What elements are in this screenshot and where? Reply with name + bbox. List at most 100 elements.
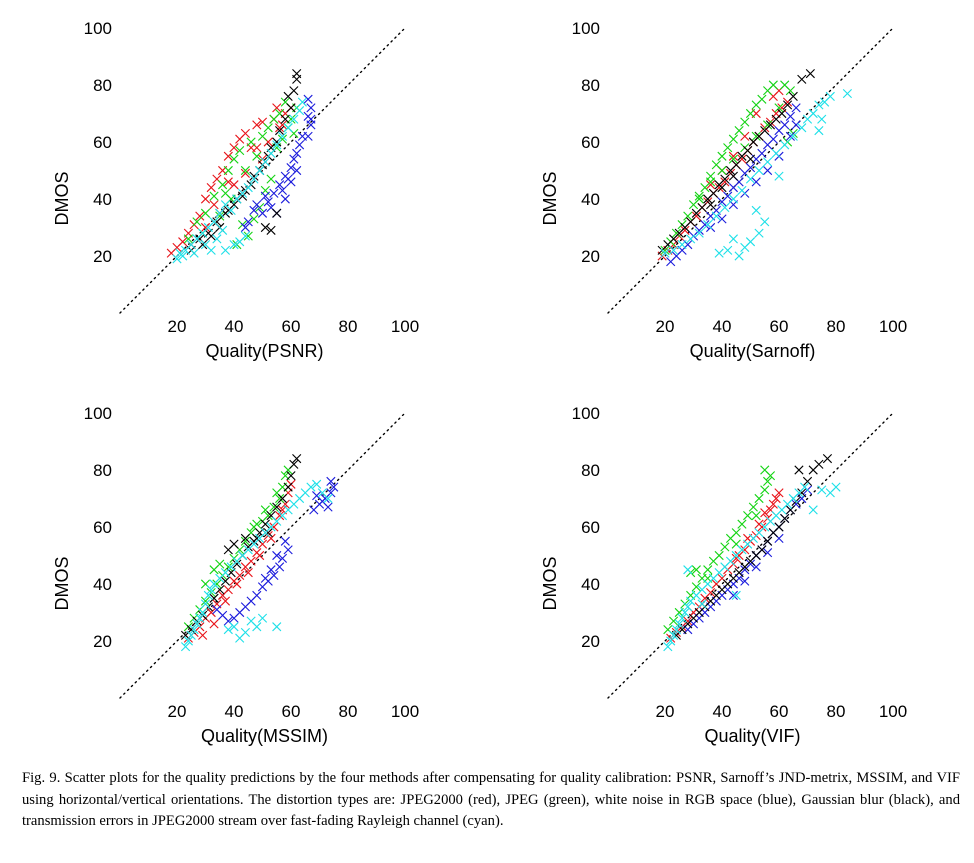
data-point xyxy=(748,502,758,512)
y-tick-label: 80 xyxy=(581,461,600,480)
data-point xyxy=(774,171,784,181)
y-axis-label: DMOS xyxy=(540,172,560,226)
data-point xyxy=(805,69,815,79)
data-point xyxy=(737,519,747,529)
data-point xyxy=(720,202,730,213)
data-point xyxy=(825,91,835,101)
data-point xyxy=(817,485,827,495)
data-point xyxy=(763,165,773,176)
data-point xyxy=(172,254,182,264)
y-tick-label: 60 xyxy=(93,518,112,537)
x-tick-label: 40 xyxy=(713,702,732,721)
data-point xyxy=(269,188,279,198)
data-point xyxy=(257,131,268,141)
data-point xyxy=(178,237,188,247)
identity-line xyxy=(119,412,406,699)
data-point xyxy=(720,174,730,184)
data-point xyxy=(797,488,807,498)
data-point xyxy=(200,222,211,233)
data-point xyxy=(329,482,339,492)
data-point xyxy=(680,607,690,618)
data-point xyxy=(706,200,716,210)
data-point xyxy=(186,630,196,640)
data-point xyxy=(215,208,225,218)
data-point xyxy=(306,482,316,492)
y-tick-label: 80 xyxy=(93,76,112,95)
series-white-noise xyxy=(212,476,339,626)
data-point xyxy=(785,131,795,141)
data-point xyxy=(206,183,216,193)
data-point xyxy=(808,108,818,119)
data-point xyxy=(743,145,753,156)
data-point xyxy=(223,585,233,595)
data-point xyxy=(817,114,827,124)
data-point xyxy=(266,148,276,158)
x-axis-label: Quality(MSSIM) xyxy=(201,726,328,746)
data-point xyxy=(255,550,265,561)
data-point xyxy=(680,225,690,235)
data-point xyxy=(763,157,773,167)
data-point xyxy=(788,91,798,101)
data-point xyxy=(212,234,222,244)
data-point xyxy=(768,499,778,509)
data-point xyxy=(289,114,299,124)
data-point xyxy=(269,502,279,512)
data-point xyxy=(754,493,764,504)
y-tick-label: 40 xyxy=(581,190,600,209)
data-point xyxy=(232,579,242,589)
x-axis-label: Quality(PSNR) xyxy=(205,341,323,361)
data-point xyxy=(272,103,282,113)
data-point xyxy=(203,590,213,600)
data-point xyxy=(763,548,773,558)
data-point xyxy=(246,137,256,147)
data-point xyxy=(306,114,316,124)
series-transmission-errors xyxy=(180,479,333,652)
x-tick-label: 20 xyxy=(656,317,675,336)
data-point xyxy=(737,185,747,196)
data-point xyxy=(728,171,738,181)
data-point xyxy=(782,100,793,110)
data-point xyxy=(326,476,336,486)
data-point xyxy=(760,485,770,495)
data-point xyxy=(745,108,756,119)
data-point xyxy=(263,197,273,207)
data-point xyxy=(808,505,818,515)
data-point xyxy=(751,511,761,521)
data-point xyxy=(723,191,733,201)
data-point xyxy=(677,240,687,250)
data-point xyxy=(257,613,268,623)
data-point xyxy=(706,177,716,187)
data-point xyxy=(777,108,787,119)
data-point xyxy=(663,642,673,652)
series-jpeg xyxy=(663,465,776,635)
data-point xyxy=(697,202,707,213)
data-point xyxy=(791,120,801,130)
data-point xyxy=(283,174,293,184)
series-jpeg xyxy=(660,80,798,255)
data-point xyxy=(209,200,219,210)
data-point xyxy=(706,587,716,598)
data-point xyxy=(240,168,250,178)
y-tick-label: 80 xyxy=(93,461,112,480)
data-point xyxy=(275,562,285,572)
data-point xyxy=(292,165,302,176)
data-point xyxy=(275,180,285,190)
data-point xyxy=(754,165,764,176)
x-tick-label: 20 xyxy=(656,702,675,721)
data-point xyxy=(306,103,316,113)
data-point xyxy=(731,528,741,538)
y-tick-label: 100 xyxy=(84,404,112,423)
x-tick-label: 40 xyxy=(225,317,244,336)
x-tick-label: 60 xyxy=(282,702,301,721)
x-tick-label: 20 xyxy=(168,702,187,721)
x-tick-label: 80 xyxy=(827,702,846,721)
data-point xyxy=(780,513,790,524)
data-point xyxy=(822,454,833,464)
data-point xyxy=(280,114,290,124)
series-white-noise xyxy=(666,103,801,267)
data-point xyxy=(831,482,841,492)
data-point xyxy=(694,194,704,204)
data-point xyxy=(800,482,810,492)
data-point xyxy=(723,245,733,255)
data-point xyxy=(280,194,290,204)
